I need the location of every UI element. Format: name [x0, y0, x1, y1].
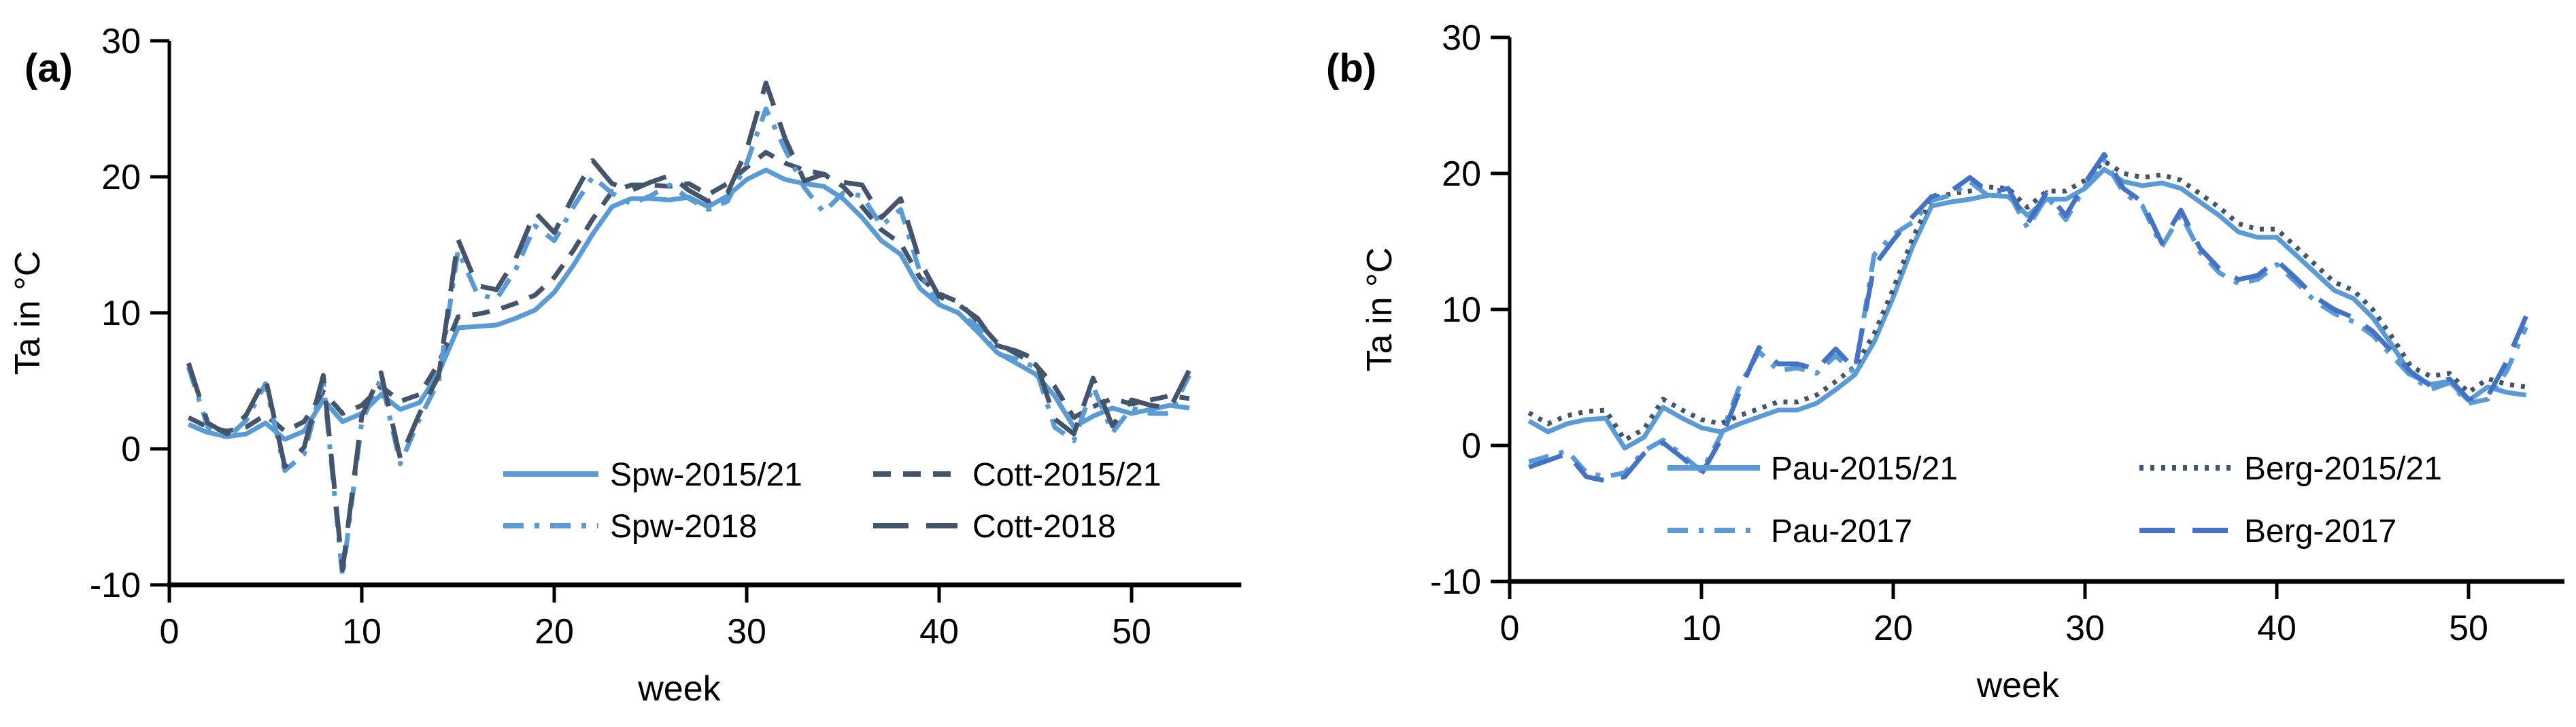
legend-label-Pau-2017: Pau-2017 — [1771, 513, 1912, 550]
legend-label-Pau-2015/21: Pau-2015/21 — [1771, 451, 1958, 487]
y-axis-title: Ta in °C — [1360, 248, 1400, 372]
panel-label: (a) — [24, 46, 73, 90]
y-tick-label: -10 — [1430, 562, 1481, 602]
panel-a: 30 20 10 0 -10 0 10 20 30 40 50 week Ta in °C (a) Spw-… — [8, 22, 1242, 709]
y-tick-label: 0 — [1461, 426, 1481, 466]
legend-label-Cott-2015/21: Cott-2015/21 — [972, 457, 1162, 493]
series-line-Pau-2015/21 — [1527, 167, 2527, 451]
x-tick-label: 50 — [2449, 609, 2488, 648]
x-tick-label: 50 — [1112, 612, 1151, 652]
series-line-Spw-2015/21 — [187, 167, 1190, 442]
series-line-Spw-2018 — [186, 106, 1192, 579]
y-tick-label: 10 — [101, 294, 141, 333]
legend-label-Berg-2017: Berg-2017 — [2244, 513, 2396, 550]
y-axis-title: Ta in °C — [8, 251, 48, 375]
x-tick-label: 40 — [919, 612, 959, 652]
y-tick-label: 10 — [1442, 290, 1481, 330]
y-tick-label: -10 — [90, 566, 141, 605]
x-tick-label: 30 — [2065, 609, 2105, 648]
legend-label-Spw-2015/21: Spw-2015/21 — [610, 457, 802, 493]
y-tick-label: 20 — [101, 158, 141, 197]
x-tick-label: 40 — [2257, 609, 2297, 648]
series-line-Berg-2017 — [1528, 152, 2528, 484]
legend-label-Cott-2018: Cott-2018 — [972, 509, 1116, 545]
panel-b: 30 20 10 0 -10 0 10 20 30 40 50 week Ta in °C (b) Pau-… — [1326, 18, 2564, 705]
y-tick-label: 30 — [101, 22, 141, 61]
panel-label: (b) — [1326, 46, 1376, 90]
series-line-Cott-2018 — [186, 80, 1192, 573]
x-tick-label: 20 — [535, 612, 574, 652]
x-tick-label: 0 — [1500, 609, 1520, 648]
y-tick-label: 20 — [1442, 154, 1481, 194]
x-tick-label: 20 — [1874, 609, 1913, 648]
legend-label-Spw-2018: Spw-2018 — [610, 509, 757, 545]
x-tick-label: 30 — [727, 612, 766, 652]
series-line-Berg-2015/21 — [1527, 158, 2527, 443]
y-tick-label: 30 — [1442, 18, 1481, 58]
x-tick-label: 10 — [1682, 609, 1721, 648]
x-axis-title: week — [1976, 666, 2060, 705]
series-line-Cott-2015/21 — [187, 150, 1190, 434]
legend-label-Berg-2015/21: Berg-2015/21 — [2244, 451, 2442, 487]
x-tick-label: 0 — [160, 612, 180, 652]
x-axis-title: week — [637, 669, 721, 709]
x-tick-label: 10 — [342, 612, 382, 652]
y-tick-label: 0 — [121, 430, 141, 469]
